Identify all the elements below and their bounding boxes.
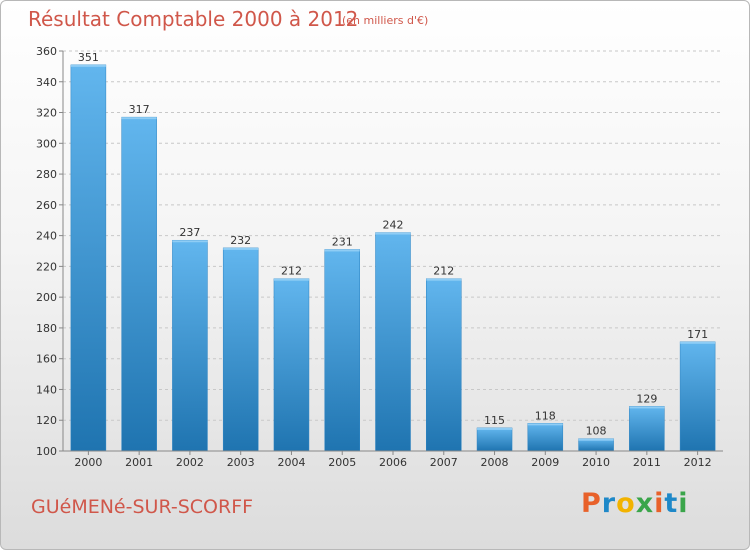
bar-2005 <box>324 249 360 452</box>
x-tick-label: 2000 <box>74 456 102 469</box>
value-label: 129 <box>636 392 657 405</box>
x-tick-label: 2002 <box>176 456 204 469</box>
bar-2008 <box>476 427 513 452</box>
x-tick-label: 2010 <box>582 456 610 469</box>
bar-highlight <box>121 117 157 120</box>
value-label: 118 <box>535 409 556 422</box>
x-axis-ticks: 2000 2001 2002 2003 2004 2005 2006 2007 2008 2009… <box>74 451 712 469</box>
y-tick-label: 260 <box>36 199 57 212</box>
y-tick-label: 160 <box>36 353 57 366</box>
value-label: 171 <box>687 328 708 341</box>
x-tick-label: 2001 <box>125 456 153 469</box>
bars <box>70 64 716 452</box>
proxiti-logo: Proxiti <box>581 488 689 519</box>
logo-letter: P <box>581 488 602 519</box>
y-tick-label: 240 <box>36 230 57 243</box>
bar-highlight <box>223 247 259 250</box>
y-tick-label: 180 <box>36 322 57 335</box>
bar-highlight <box>70 64 106 67</box>
x-tick-label: 2003 <box>227 456 255 469</box>
bar-2001 <box>121 116 157 452</box>
bar-highlight <box>172 240 208 243</box>
y-tick-label: 140 <box>36 383 57 396</box>
bar-highlight <box>629 406 665 409</box>
bar-2007 <box>426 278 462 452</box>
bar-2003 <box>222 247 259 452</box>
bar-2012 <box>679 341 716 452</box>
y-tick-label: 280 <box>36 168 57 181</box>
x-tick-label: 2012 <box>684 456 712 469</box>
x-tick-label: 2005 <box>328 456 356 469</box>
chart-subtitle: (en milliers d'€) <box>342 14 429 27</box>
value-label: 317 <box>129 103 150 116</box>
y-tick-label: 300 <box>36 137 57 150</box>
value-label: 115 <box>484 414 505 427</box>
bar-2000 <box>70 64 107 452</box>
x-tick-label: 2011 <box>633 456 661 469</box>
logo-letter: r <box>601 488 617 519</box>
commune-name: GUéMENé-SUR-SCORFF <box>31 496 254 518</box>
value-label: 108 <box>586 425 607 438</box>
value-labels: 351 317 237 232 212 231 242 212 115 118 108 129 171 <box>78 51 708 438</box>
bar-2009 <box>527 423 564 452</box>
value-label: 231 <box>332 235 353 248</box>
value-label: 237 <box>179 226 200 239</box>
y-tick-label: 200 <box>36 291 57 304</box>
bar-highlight <box>578 438 614 441</box>
y-axis-ticks: 100 120 140 160 180 200 220 240 260 280 300 320 340 3… <box>36 45 63 458</box>
bar-highlight <box>273 278 309 281</box>
logo-letter: i <box>678 488 689 519</box>
bar-2006 <box>375 232 411 452</box>
y-tick-label: 340 <box>36 76 57 89</box>
bar-highlight <box>426 278 462 281</box>
value-label: 212 <box>281 265 302 278</box>
x-tick-label: 2007 <box>430 456 458 469</box>
logo-letter: i <box>654 488 665 519</box>
y-tick-label: 100 <box>36 445 57 458</box>
x-tick-label: 2008 <box>481 456 509 469</box>
chart-title: Résultat Comptable 2000 à 2012 <box>28 7 359 31</box>
x-tick-label: 2004 <box>277 456 305 469</box>
x-tick-label: 2009 <box>531 456 559 469</box>
bar-2002 <box>172 239 208 452</box>
y-tick-label: 220 <box>36 260 57 273</box>
value-label: 212 <box>433 265 454 278</box>
value-label: 232 <box>230 234 251 247</box>
y-tick-label: 360 <box>36 45 57 58</box>
bar-highlight <box>527 423 563 426</box>
bar-highlight <box>324 249 360 252</box>
value-label: 242 <box>383 219 404 232</box>
bar-2004 <box>273 278 310 452</box>
x-tick-label: 2006 <box>379 456 407 469</box>
logo-letter: t <box>664 488 679 519</box>
bar-highlight <box>680 341 716 344</box>
bar-highlight <box>477 427 513 430</box>
bar-2011 <box>629 406 665 452</box>
value-label: 351 <box>78 51 99 64</box>
bar-highlight <box>375 232 411 235</box>
logo-letter: o <box>616 488 636 519</box>
y-tick-label: 120 <box>36 414 57 427</box>
y-tick-label: 320 <box>36 107 57 120</box>
logo-letter: x <box>635 488 655 519</box>
